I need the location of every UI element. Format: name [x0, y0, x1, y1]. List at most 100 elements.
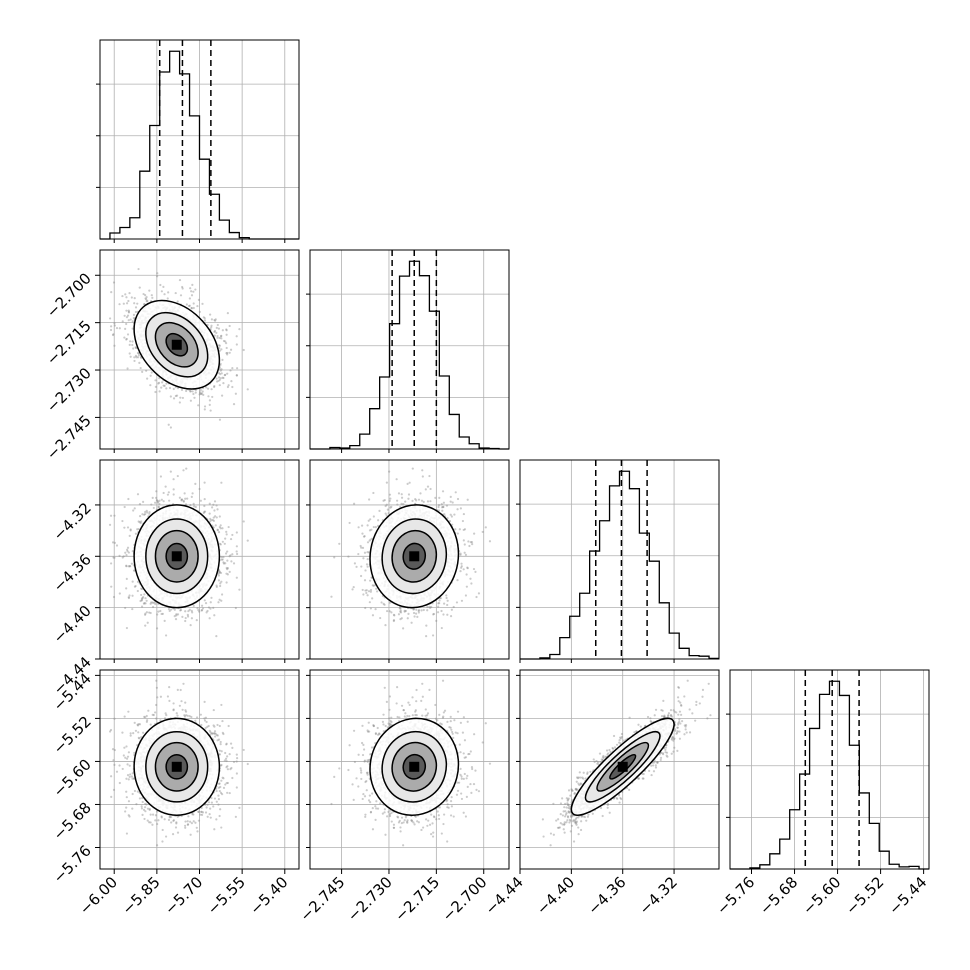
scatter-point	[180, 498, 183, 501]
scatter-point	[146, 511, 149, 514]
scatter-point	[222, 562, 226, 565]
scatter-point	[184, 497, 187, 500]
scatter-point	[140, 605, 144, 608]
scatter-point	[407, 493, 411, 496]
scatter-point	[209, 607, 212, 610]
scatter-point	[166, 297, 169, 300]
scatter-point	[135, 356, 138, 359]
scatter-point	[167, 423, 170, 426]
scatter-point	[158, 499, 161, 502]
scatter-point	[220, 580, 223, 583]
scatter-point	[188, 304, 191, 307]
scatter-point	[213, 500, 217, 503]
scatter-point	[218, 571, 221, 574]
scatter-point	[155, 498, 158, 502]
scatter-point	[118, 554, 121, 558]
scatter-point	[208, 502, 211, 505]
scatter-point	[222, 376, 225, 380]
scatter-point	[197, 609, 200, 612]
scatter-point	[213, 318, 216, 322]
scatter-point	[246, 388, 249, 391]
scatter-point	[156, 275, 159, 278]
scatter-point	[180, 388, 184, 391]
scatter-point	[184, 503, 188, 506]
scatter-point	[238, 588, 241, 591]
scatter-point	[140, 593, 143, 597]
scatter-point	[125, 338, 128, 341]
scatter-point	[175, 613, 178, 616]
scatter-point	[158, 502, 161, 506]
scatter-point	[440, 506, 444, 509]
scatter-point	[127, 596, 131, 600]
scatter-point	[149, 384, 152, 387]
scatter-point	[124, 293, 127, 296]
scatter-point	[219, 369, 222, 372]
scatter-point	[192, 290, 195, 293]
scatter-point	[127, 299, 130, 303]
scatter-point	[184, 616, 187, 620]
scatter-point	[235, 335, 238, 338]
scatter-point	[172, 397, 176, 400]
scatter-point	[213, 509, 216, 512]
scatter-point	[366, 558, 369, 561]
scatter-point	[121, 294, 124, 298]
scatter-point	[129, 318, 132, 321]
scatter-point	[180, 498, 184, 501]
scatter-point	[160, 498, 163, 501]
scatter-point	[129, 529, 132, 532]
scatter-point	[216, 508, 219, 511]
scatter-point	[459, 553, 462, 556]
scatter-point	[172, 488, 175, 491]
scatter-point	[473, 532, 476, 535]
histogram-step-2	[520, 470, 719, 660]
scatter-point	[413, 615, 416, 618]
scatter-point	[146, 621, 149, 624]
scatter-point	[144, 597, 147, 600]
scatter-point	[128, 343, 131, 347]
scatter-point	[131, 320, 134, 323]
scatter-point	[352, 502, 356, 505]
scatter-point	[154, 501, 157, 504]
scatter-point	[125, 309, 128, 312]
scatter-point	[154, 390, 157, 394]
scatter-point	[137, 267, 140, 271]
scatter-point	[421, 475, 424, 478]
scatter-point	[190, 294, 194, 297]
scatter-point	[215, 326, 218, 329]
scatter-point	[125, 548, 129, 551]
scatter-point	[190, 290, 193, 293]
scatter-point	[203, 510, 206, 513]
scatter-point	[118, 327, 121, 330]
scatter-point	[140, 587, 143, 590]
scatter-point	[218, 542, 222, 545]
scatter-point	[203, 317, 206, 320]
scatter-point	[234, 392, 237, 395]
scatter-point	[208, 512, 211, 515]
scatter-point	[118, 303, 121, 306]
scatter-point	[224, 537, 227, 540]
scatter-point	[148, 611, 151, 614]
scatter-point	[133, 359, 136, 363]
scatter-point	[109, 562, 113, 565]
scatter-point	[123, 314, 126, 317]
scatter-point	[112, 556, 115, 559]
scatter-point	[207, 395, 210, 398]
scatter-point	[217, 344, 221, 347]
scatter-point	[160, 290, 163, 293]
scatter-point	[127, 319, 130, 322]
scatter-point	[174, 618, 178, 621]
scatter-point	[216, 336, 219, 339]
scatter-point	[176, 613, 180, 616]
scatter-point	[218, 384, 221, 387]
scatter-point	[217, 579, 220, 582]
scatter-point	[225, 352, 228, 355]
scatter-point	[216, 323, 219, 327]
scatter-point	[228, 570, 231, 573]
scatter-point	[134, 306, 138, 309]
scatter-point	[208, 520, 212, 523]
scatter-point	[165, 387, 168, 390]
scatter-point	[361, 546, 365, 549]
scatter-point	[136, 302, 139, 305]
scatter-point	[145, 611, 148, 614]
scatter-point	[175, 394, 179, 397]
